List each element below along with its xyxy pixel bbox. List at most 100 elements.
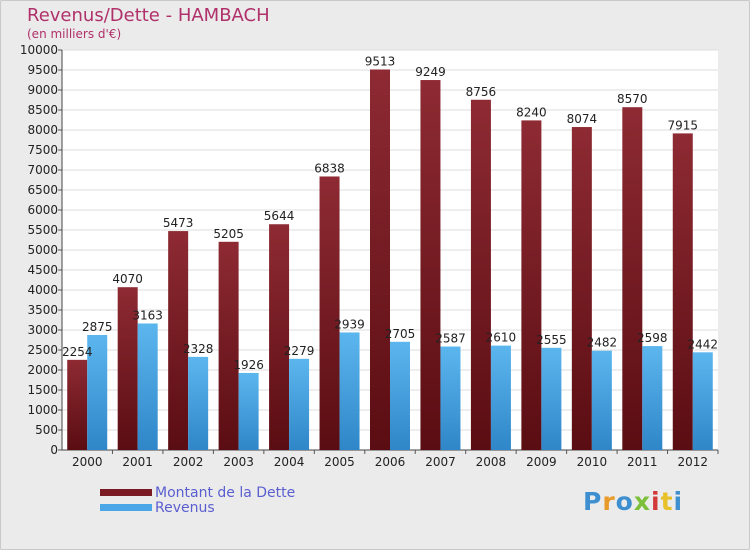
data-label-revenus: 2328 <box>183 342 214 356</box>
bar-dette <box>672 133 693 450</box>
x-tick-label: 2002 <box>173 455 204 469</box>
logo-letter: o <box>615 487 634 516</box>
bar-dette <box>67 359 88 450</box>
bar-revenus <box>541 347 562 450</box>
x-tick-label: 2003 <box>223 455 254 469</box>
data-label-revenus: 2875 <box>82 320 113 334</box>
data-label-dette: 8570 <box>617 92 648 106</box>
bar-dette <box>168 231 189 450</box>
legend-swatch-revenus <box>100 504 152 511</box>
bar-dette <box>370 69 390 450</box>
data-label-revenus: 2442 <box>687 337 718 351</box>
data-label-revenus: 2482 <box>587 336 618 350</box>
bar-dette <box>117 287 138 450</box>
bar-dette <box>218 241 239 450</box>
legend-label-revenus: Revenus <box>155 500 215 516</box>
y-tick-label: 2500 <box>27 343 58 357</box>
data-label-revenus: 2555 <box>536 333 567 347</box>
bar-dette <box>622 107 643 450</box>
x-tick-label: 2012 <box>677 455 708 469</box>
data-label-dette: 7915 <box>667 118 698 132</box>
logo-letter: P <box>583 487 603 516</box>
data-label-dette: 4070 <box>112 272 143 286</box>
bar-dette <box>521 120 542 451</box>
data-label-dette: 8756 <box>466 85 497 99</box>
x-tick-label: 2004 <box>274 455 305 469</box>
data-label-dette: 8240 <box>516 105 547 119</box>
data-label-revenus: 3163 <box>132 308 163 322</box>
bar-revenus <box>390 341 410 450</box>
data-label-revenus: 2598 <box>637 331 668 345</box>
y-tick-label: 9500 <box>27 63 58 77</box>
logo-letter: i <box>673 487 684 516</box>
logo-letter: t <box>660 487 674 516</box>
x-tick-label: 2007 <box>425 455 456 469</box>
y-tick-label: 3500 <box>27 303 58 317</box>
y-tick-label: 7500 <box>27 143 58 157</box>
bar-dette <box>420 80 441 450</box>
bar-revenus <box>87 335 108 450</box>
x-tick-label: 2008 <box>476 455 507 469</box>
bar-dette <box>571 127 592 450</box>
x-tick-label: 2006 <box>375 455 406 469</box>
y-tick-label: 1500 <box>27 383 58 397</box>
x-tick-label: 2000 <box>72 455 103 469</box>
y-tick-label: 5000 <box>27 243 58 257</box>
bar-revenus <box>339 332 360 450</box>
y-tick-label: 1000 <box>27 403 58 417</box>
y-tick-label: 3000 <box>27 323 58 337</box>
y-tick-label: 7000 <box>27 163 58 177</box>
legend-label-debt: Montant de la Dette <box>155 485 296 501</box>
bar-revenus <box>490 345 511 450</box>
bar-revenus <box>591 350 612 450</box>
y-tick-label: 9000 <box>27 83 58 97</box>
x-tick-label: 2005 <box>324 455 355 469</box>
data-label-dette: 6838 <box>314 161 345 175</box>
data-label-revenus: 2705 <box>385 327 416 341</box>
logo-letter: r <box>602 487 616 516</box>
y-tick-label: 4000 <box>27 283 58 297</box>
y-tick-label: 10000 <box>20 43 58 57</box>
y-tick-label: 4500 <box>27 263 58 277</box>
data-label-dette: 5473 <box>163 216 194 230</box>
x-tick-label: 2009 <box>526 455 557 469</box>
data-label-revenus: 2939 <box>334 317 365 331</box>
y-tick-label: 8500 <box>27 103 58 117</box>
bar-dette <box>470 99 491 450</box>
x-tick-label: 2011 <box>627 455 658 469</box>
bar-revenus <box>692 352 713 450</box>
x-tick-label: 2001 <box>122 455 153 469</box>
bar-revenus <box>642 346 663 450</box>
bar-revenus <box>188 356 209 450</box>
y-tick-label: 500 <box>35 423 58 437</box>
y-tick-label: 6500 <box>27 183 58 197</box>
y-tick-label: 5500 <box>27 223 58 237</box>
data-label-dette: 5644 <box>264 209 295 223</box>
data-label-dette: 9513 <box>365 54 396 68</box>
bar-revenus <box>440 346 461 450</box>
data-label-revenus: 2587 <box>435 332 466 346</box>
data-label-dette: 8074 <box>567 112 598 126</box>
chart-subtitle: (en milliers d'€) <box>27 27 122 41</box>
data-label-revenus: 2610 <box>486 331 517 345</box>
bar-revenus <box>137 323 158 450</box>
bar-dette <box>269 224 290 450</box>
y-tick-label: 2000 <box>27 363 58 377</box>
bar-revenus <box>238 372 259 450</box>
data-label-revenus: 1926 <box>233 358 264 372</box>
y-tick-label: 0 <box>50 443 58 457</box>
data-label-dette: 9249 <box>415 65 446 79</box>
y-tick-label: 6000 <box>27 203 58 217</box>
y-tick-label: 8000 <box>27 123 58 137</box>
bar-dette <box>319 176 340 451</box>
data-label-revenus: 2279 <box>284 344 315 358</box>
legend-swatch-debt <box>100 489 152 496</box>
proxiti-logo: Proxiti <box>583 487 683 516</box>
x-tick-label: 2010 <box>577 455 608 469</box>
data-label-dette: 5205 <box>213 227 244 241</box>
chart-title: Revenus/Dette - HAMBACH <box>27 5 270 26</box>
logo-letter: x <box>633 487 651 516</box>
data-label-dette: 2254 <box>62 345 93 359</box>
bar-revenus <box>289 358 310 450</box>
